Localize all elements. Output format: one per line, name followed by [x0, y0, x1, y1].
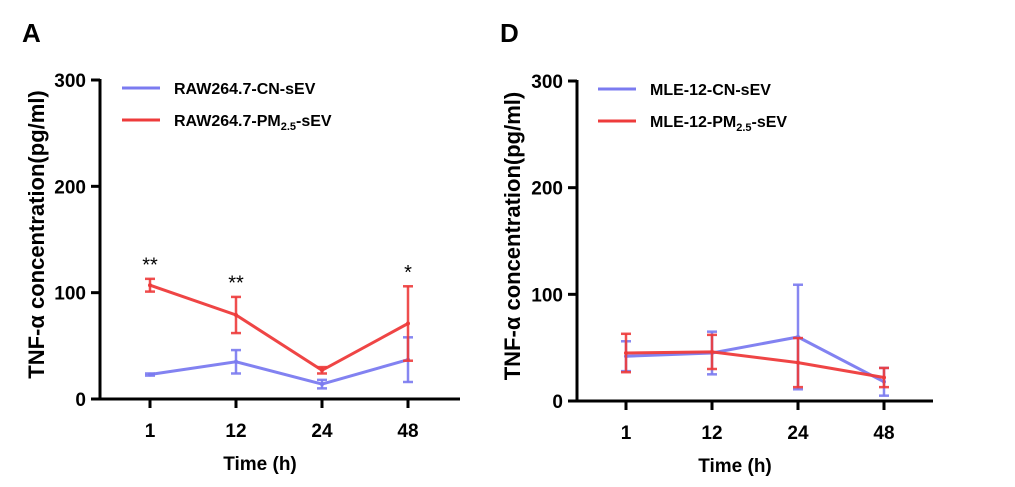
legend-label-main: MLE-12-PM	[650, 114, 736, 131]
y-tick-label: 300	[54, 71, 86, 92]
x-tick-label: 12	[225, 421, 246, 442]
y-tick-label: 200	[54, 177, 86, 198]
significance-marker: **	[142, 254, 158, 276]
x-axis-title: Time (h)	[698, 456, 772, 477]
series-line	[625, 350, 885, 380]
x-tick-label: 48	[873, 423, 894, 444]
panel-a: A 0 100 200 300 1 12 24 48 Time (h) TNF-α concentr…	[22, 18, 460, 475]
legend-item: MLE-12-CN-sEV	[598, 82, 771, 99]
series-line	[625, 335, 885, 384]
x-tick-label: 1	[145, 421, 156, 442]
y-tick-label: 0	[552, 392, 563, 413]
y-axis-title: TNF-α concentration(pg/ml)	[24, 90, 49, 379]
legend-label: MLE-12-PM2.5-sEV	[650, 114, 787, 134]
panel-letter: A	[22, 18, 41, 48]
series-line	[149, 283, 409, 373]
x-tick-label: 24	[787, 423, 809, 444]
legend-label-tail: -sEV	[752, 114, 788, 131]
x-axis-title: Time (h)	[223, 454, 297, 475]
legend-item: MLE-12-PM2.5-sEV	[598, 114, 787, 134]
data-point	[148, 372, 152, 377]
series-line	[149, 358, 409, 386]
significance-marker: **	[228, 272, 244, 294]
data-point	[710, 349, 714, 354]
x-tick-label: 12	[701, 423, 722, 444]
legend-item: RAW264.7-CN-sEV	[122, 81, 316, 98]
panel-d: D 0 100 200 300 1 12 24 48 Time (h) TNF-α concentr…	[500, 18, 933, 477]
data-point	[320, 368, 324, 373]
x-tick-label: 1	[621, 423, 632, 444]
legend-item: RAW264.7-PM2.5-sEV	[122, 113, 332, 133]
data-point	[234, 312, 238, 317]
legend-label-sub: 2.5	[281, 121, 296, 133]
legend-label-main: MLE-12-CN-sEV	[650, 82, 771, 99]
data-point	[406, 321, 410, 326]
y-tick-label: 300	[531, 72, 563, 93]
legend-label-main: RAW264.7-CN-sEV	[174, 81, 316, 98]
data-point	[882, 375, 886, 380]
panel-letter: D	[500, 18, 519, 48]
legend-label-sub: 2.5	[736, 122, 751, 134]
legend-label: RAW264.7-PM2.5-sEV	[174, 113, 332, 133]
x-tick-label: 48	[397, 421, 418, 442]
y-axis-title: TNF-α concentration(pg/ml)	[500, 92, 525, 381]
series-1	[621, 283, 889, 397]
y-tick-label: 0	[75, 390, 86, 411]
significance-marker: *	[404, 262, 412, 284]
data-point	[320, 382, 324, 387]
y-tick-label: 100	[531, 285, 563, 306]
data-point	[148, 283, 152, 288]
y-tick-label: 100	[54, 284, 86, 305]
data-point	[234, 359, 238, 364]
y-tick-label: 200	[531, 179, 563, 200]
legend-label-main: RAW264.7-PM	[174, 113, 281, 130]
legend-label-tail: -sEV	[296, 113, 332, 130]
x-tick-label: 24	[311, 421, 333, 442]
legend-label: MLE-12-CN-sEV	[650, 82, 771, 99]
series-2	[621, 332, 889, 389]
data-point	[796, 360, 800, 365]
legend-label: RAW264.7-CN-sEV	[174, 81, 316, 98]
data-point	[624, 351, 628, 355]
series-2	[145, 277, 413, 375]
series-1	[145, 336, 413, 390]
